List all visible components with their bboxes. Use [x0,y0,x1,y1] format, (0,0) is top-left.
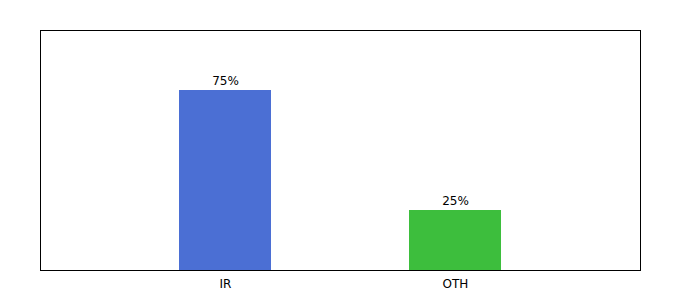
svg-text:25%: 25% [442,194,469,208]
svg-text:OTH: OTH [443,277,469,291]
svg-text:IR: IR [220,277,232,291]
svg-text:75%: 75% [212,74,239,88]
